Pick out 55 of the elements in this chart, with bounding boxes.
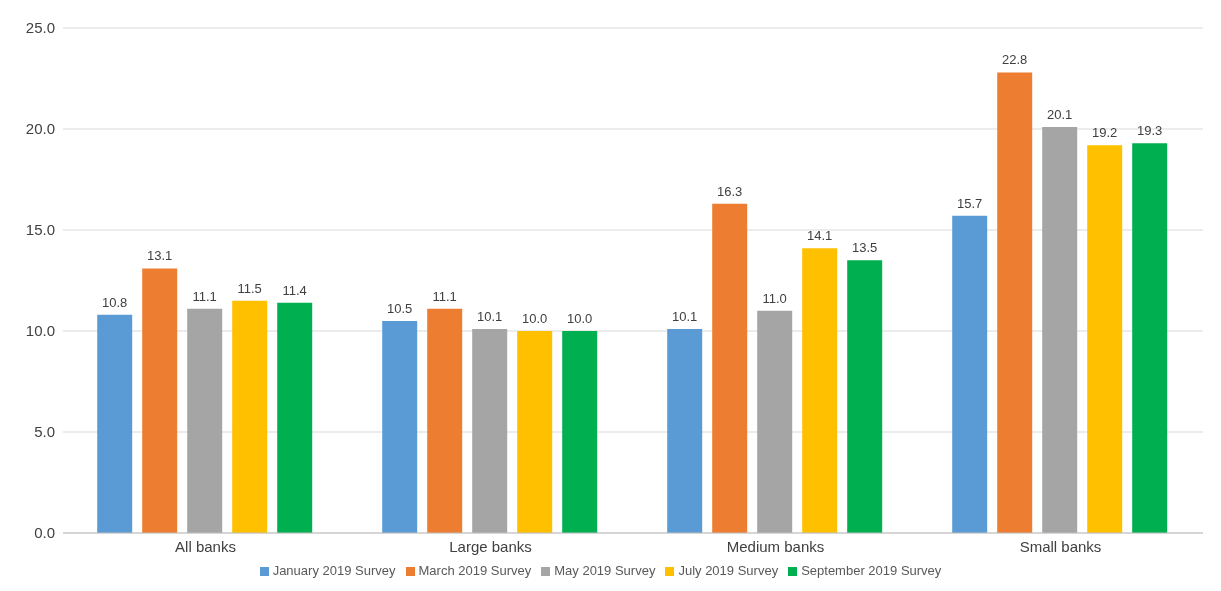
bar: [802, 248, 838, 533]
bar: [1132, 143, 1168, 533]
data-label: 19.3: [1137, 123, 1163, 139]
x-tick-label: Large banks: [449, 537, 532, 555]
bar: [427, 308, 463, 533]
x-tick-label: Medium banks: [726, 537, 825, 555]
legend-label: September 2019 Survey: [801, 563, 942, 578]
y-tick-label: 5.0: [34, 423, 55, 441]
data-label: 13.1: [147, 248, 173, 264]
data-label: 22.8: [1002, 52, 1028, 68]
data-label: 11.1: [432, 288, 457, 304]
data-label: 19.2: [1092, 125, 1118, 141]
data-label: 10.5: [387, 300, 413, 316]
bar: [517, 331, 553, 533]
legend-label: July 2019 Survey: [678, 563, 779, 578]
bar: [847, 260, 883, 533]
bar: [562, 331, 598, 533]
data-label: 10.1: [672, 308, 698, 324]
y-tick-label: 0.0: [34, 524, 55, 542]
bar: [997, 72, 1033, 533]
data-label: 11.4: [282, 282, 307, 298]
legend-label: January 2019 Survey: [272, 563, 396, 578]
bar: [187, 308, 223, 533]
bar: [277, 302, 313, 533]
data-label: 10.8: [102, 294, 128, 310]
bar: [382, 320, 418, 533]
data-label: 14.1: [807, 228, 833, 244]
data-label: 10.0: [522, 311, 548, 326]
x-tick-label: Small banks: [1019, 537, 1102, 555]
data-label: 10.0: [567, 311, 593, 326]
data-label: 11.0: [762, 290, 787, 306]
data-label: 15.7: [957, 195, 983, 211]
y-tick-label: 25.0: [25, 19, 55, 37]
bar: [667, 328, 703, 533]
bar: [712, 203, 748, 533]
data-label: 11.1: [192, 288, 217, 304]
data-label: 20.1: [1047, 106, 1073, 122]
data-label: 11.5: [237, 280, 262, 296]
bar: [952, 215, 988, 533]
data-label: 16.3: [717, 183, 743, 199]
y-tick-label: 15.0: [25, 221, 55, 239]
x-tick-label: All banks: [175, 537, 236, 555]
bar: [1042, 126, 1078, 533]
bar: [142, 268, 178, 533]
legend-label: May 2019 Survey: [554, 563, 656, 578]
y-tick-label: 10.0: [25, 322, 55, 340]
bar: [232, 300, 268, 533]
bar: [472, 328, 508, 533]
bar: [757, 310, 793, 533]
data-label: 10.1: [477, 308, 503, 324]
y-tick-label: 20.0: [25, 120, 55, 138]
bar: [97, 314, 133, 533]
legend-label: March 2019 Survey: [418, 563, 532, 578]
bar: [1087, 145, 1123, 533]
data-label: 13.5: [852, 240, 878, 256]
